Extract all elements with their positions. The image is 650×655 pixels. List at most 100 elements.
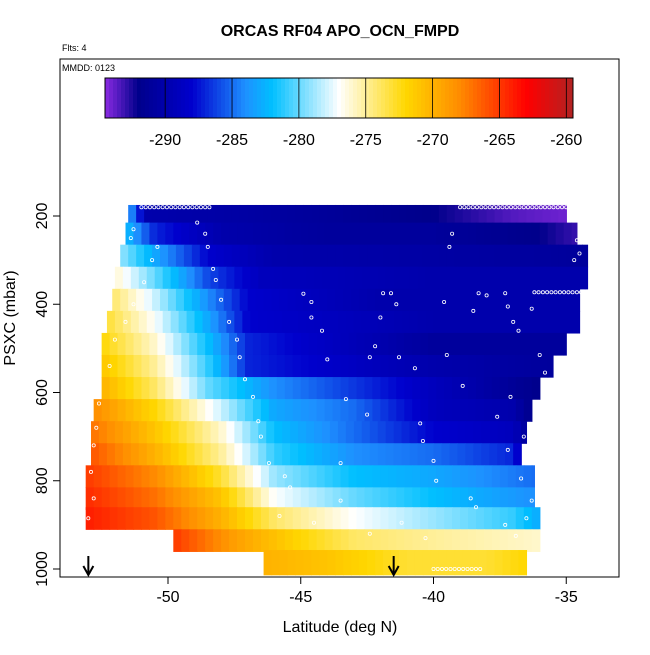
heatmap-cell xyxy=(130,266,140,290)
heatmap-cell xyxy=(181,507,190,530)
colorbar-segment xyxy=(197,78,202,118)
colorbar-segment xyxy=(417,78,422,118)
heatmap-cell xyxy=(343,288,352,312)
heatmap-cell xyxy=(136,288,145,312)
heatmap-cell xyxy=(125,377,135,400)
heatmap-cell xyxy=(221,507,230,530)
heatmap-cell xyxy=(523,487,533,511)
heatmap-cell xyxy=(274,310,283,334)
colorbar-segment xyxy=(385,78,390,118)
heatmap-cell xyxy=(372,465,381,488)
heatmap-cell xyxy=(452,399,461,422)
track-point xyxy=(473,567,478,572)
track-point xyxy=(551,461,556,466)
track-point xyxy=(551,434,556,439)
heatmap-cell xyxy=(197,465,206,488)
heatmap-cell xyxy=(420,222,429,246)
heatmap-cell xyxy=(244,465,254,488)
heatmap-cell xyxy=(218,421,227,444)
track-point xyxy=(568,205,573,210)
heatmap-cell xyxy=(518,288,528,312)
heatmap-cell xyxy=(478,550,488,576)
heatmap-cell xyxy=(252,332,262,356)
colorbar-segment xyxy=(257,78,262,118)
heatmap-cell xyxy=(242,266,251,290)
colorbar-segment xyxy=(485,78,490,118)
heatmap-cell xyxy=(454,244,464,268)
track-point xyxy=(150,258,155,263)
heatmap-cell xyxy=(221,465,230,488)
track-point xyxy=(156,205,161,210)
heatmap-cell xyxy=(483,354,493,378)
colorbar-segment xyxy=(493,78,498,118)
heatmap-cell xyxy=(380,377,389,400)
heatmap-cell xyxy=(444,399,453,422)
heatmap-cell xyxy=(507,399,517,422)
heatmap-cell xyxy=(396,354,405,378)
heatmap-cell xyxy=(308,222,318,246)
arrow-head xyxy=(387,565,400,578)
track-point xyxy=(566,290,571,295)
heatmap-cell xyxy=(526,550,528,576)
colorbar-segment xyxy=(105,78,110,118)
heatmap-cell xyxy=(205,529,214,552)
heatmap-cell xyxy=(491,332,501,356)
heatmap-cell xyxy=(133,507,143,530)
colorbar-tick-label: -290 xyxy=(149,132,181,149)
heatmap-cell xyxy=(507,465,517,488)
heatmap-cell xyxy=(343,244,352,268)
heatmap-cell xyxy=(582,244,589,268)
heatmap-cell xyxy=(465,266,474,290)
heatmap-cell xyxy=(279,204,289,228)
heatmap-cell xyxy=(351,204,360,228)
track-point xyxy=(556,381,561,386)
heatmap-cell xyxy=(284,332,294,356)
heatmap-cell xyxy=(375,288,384,312)
heatmap-cell xyxy=(237,222,246,246)
heatmap-cell xyxy=(144,244,153,268)
heatmap-cell xyxy=(146,421,156,444)
heatmap-cell xyxy=(433,266,443,290)
heatmap-cell xyxy=(340,377,350,400)
heatmap-cell xyxy=(348,399,358,422)
heatmap-cell xyxy=(213,487,222,511)
heatmap-cell xyxy=(398,550,408,576)
heatmap-cell xyxy=(462,550,472,576)
track-point xyxy=(569,412,574,417)
heatmap-cell xyxy=(428,529,437,552)
heatmap-cell xyxy=(141,507,151,530)
heatmap-cell xyxy=(149,399,158,422)
heatmap-cell xyxy=(205,465,214,488)
heatmap-cell xyxy=(433,421,443,444)
heatmap-cell xyxy=(436,465,445,488)
heatmap-cell xyxy=(234,266,243,290)
heatmap-cell xyxy=(141,465,151,488)
heatmap-cell xyxy=(292,332,302,356)
heatmap-cell xyxy=(552,310,562,334)
colorbar-segment xyxy=(333,78,338,118)
heatmap-cell xyxy=(255,204,265,228)
track-point xyxy=(343,397,348,402)
colorbar-tick-label: -280 xyxy=(283,132,315,149)
heatmap-cell xyxy=(356,487,366,511)
heatmap-cell xyxy=(146,443,156,466)
heatmap-cell xyxy=(141,399,151,422)
heatmap-cell xyxy=(165,507,174,530)
heatmap-cell xyxy=(420,529,429,552)
heatmap-cell xyxy=(229,377,238,400)
heatmap-cell xyxy=(364,529,374,552)
heatmap-cell xyxy=(401,443,411,466)
heatmap-cell xyxy=(122,266,132,290)
heatmap-cell xyxy=(396,222,405,246)
heatmap-cell xyxy=(388,332,397,356)
heatmap-cell xyxy=(356,332,366,356)
heatmap-cell xyxy=(510,550,520,576)
heatmap-cell xyxy=(271,550,281,576)
heatmap-cell xyxy=(173,332,182,356)
heatmap-cell xyxy=(244,222,254,246)
heatmap-cell xyxy=(460,507,469,530)
heatmap-cell xyxy=(308,354,318,378)
heatmap-cell xyxy=(133,332,143,356)
heatmap-cell xyxy=(377,310,387,334)
track-point xyxy=(551,205,556,210)
